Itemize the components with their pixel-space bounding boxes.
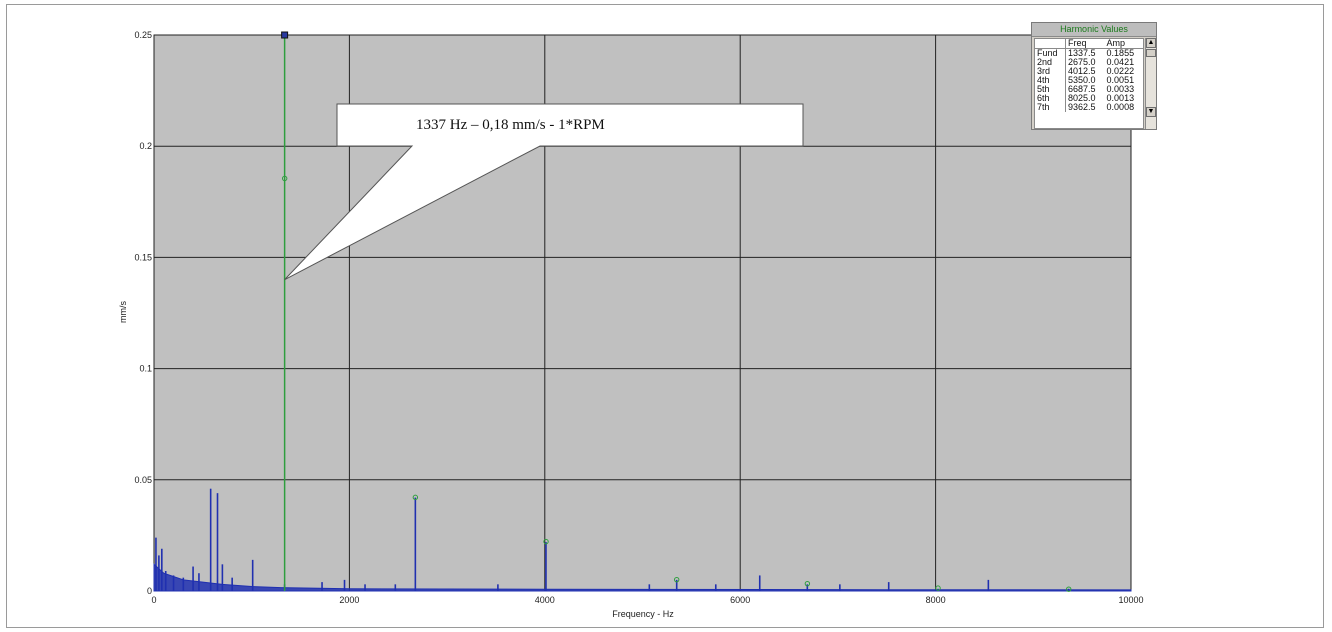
harmonic-cursor[interactable] — [281, 31, 289, 591]
spectrum-series — [153, 488, 1132, 592]
harmonic-amp: 0.0421 — [1106, 57, 1135, 67]
harmonic-table: Freq Amp Fund 1337.5 0.1855 2nd 2675.0 0.0421… — [1035, 39, 1143, 112]
harmonic-row[interactable]: 6th 8025.0 0.0013 — [1035, 94, 1143, 103]
harmonic-row[interactable]: 5th 6687.5 0.0033 — [1035, 85, 1143, 94]
harmonic-amp: 0.0222 — [1106, 66, 1135, 76]
harmonic-marker — [804, 580, 811, 587]
header-label — [1035, 39, 1066, 49]
x-tick-label: 0 — [151, 595, 156, 605]
cursor-handle — [281, 31, 289, 39]
x-axis-title: Frequency - Hz — [612, 609, 674, 619]
harmonic-row[interactable]: 4th 5350.0 0.0051 — [1035, 76, 1143, 85]
scroll-down-arrow-icon[interactable]: ▼ — [1146, 107, 1156, 117]
y-tick-label: 0 — [147, 586, 152, 596]
harmonic-marker — [935, 585, 941, 591]
harmonic-row[interactable]: 2nd 2675.0 0.0421 — [1035, 58, 1143, 67]
header-amp: Amp — [1104, 39, 1143, 49]
x-tick-label: 8000 — [926, 595, 946, 605]
harmonic-freq: 9362.5 — [1068, 102, 1096, 112]
y-tick-label: 0.2 — [139, 141, 152, 151]
harmonic-markers — [281, 175, 1072, 592]
harmonic-amp: 0.1855 — [1106, 48, 1135, 58]
harmonic-label: 5th — [1035, 85, 1066, 94]
harmonic-amp: 0.0051 — [1106, 75, 1135, 85]
harmonic-marker — [281, 175, 288, 182]
harmonic-label: 3rd — [1035, 67, 1066, 76]
harmonic-amp: 0.0033 — [1106, 84, 1135, 94]
y-tick-label: 0.1 — [139, 364, 152, 374]
harmonic-marker — [543, 538, 549, 545]
axis-ticks: 0 2000 4000 6000 8000 10000 0 0.05 0.1 0.15 0.2 0.2… — [134, 30, 1143, 605]
harmonic-label: 6th — [1035, 94, 1066, 103]
harmonic-freq: 2675.0 — [1068, 57, 1096, 67]
y-tick-label: 0.25 — [134, 30, 152, 40]
scroll-thumb[interactable] — [1146, 49, 1156, 57]
harmonic-row[interactable]: 7th 9362.5 0.0008 — [1035, 103, 1143, 112]
y-tick-label: 0.05 — [134, 475, 152, 485]
harmonic-label: 4th — [1035, 76, 1066, 85]
callout: 1337 Hz – 0,18 mm/s - 1*RPM — [284, 103, 804, 281]
x-tick-label: 2000 — [339, 595, 359, 605]
harmonic-freq: 6687.5 — [1068, 84, 1096, 94]
harmonic-label: 2nd — [1035, 58, 1066, 67]
harmonic-row[interactable]: 3rd 4012.5 0.0222 — [1035, 67, 1143, 76]
harmonic-values-panel: Harmonic Values Freq Amp Fund 1337.5 0.185… — [1031, 22, 1157, 130]
harmonic-marker — [412, 494, 419, 501]
harmonic-table-header: Freq Amp — [1035, 39, 1143, 49]
harmonic-scrollbar[interactable]: ▲ ▼ — [1145, 38, 1156, 129]
harmonic-freq: 8025.0 — [1068, 93, 1096, 103]
harmonic-label: Fund — [1035, 48, 1066, 58]
harmonic-freq: 5350.0 — [1068, 75, 1096, 85]
harmonic-label: 7th — [1035, 103, 1066, 112]
harmonic-freq: 4012.5 — [1068, 66, 1096, 76]
x-tick-label: 4000 — [535, 595, 555, 605]
harmonic-amp: 0.0013 — [1106, 93, 1135, 103]
harmonic-marker — [673, 576, 680, 583]
harmonic-panel-title: Harmonic Values — [1032, 23, 1156, 37]
harmonic-table-container: Freq Amp Fund 1337.5 0.1855 2nd 2675.0 0.0421… — [1034, 38, 1144, 129]
x-tick-label: 6000 — [730, 595, 750, 605]
harmonic-marker — [1066, 586, 1072, 592]
scroll-up-arrow-icon[interactable]: ▲ — [1146, 38, 1156, 48]
x-tick-label: 10000 — [1118, 595, 1143, 605]
callout-text: 1337 Hz – 0,18 mm/s - 1*RPM — [416, 117, 605, 133]
harmonic-freq: 1337.5 — [1068, 48, 1096, 58]
header-freq: Freq — [1065, 39, 1105, 49]
y-tick-label: 0.15 — [134, 252, 152, 262]
callout-balloon — [284, 103, 804, 281]
harmonic-amp: 0.0008 — [1106, 102, 1135, 112]
harmonic-row[interactable]: Fund 1337.5 0.1855 — [1035, 48, 1143, 58]
y-axis-title: mm/s — [118, 301, 128, 323]
spectrum-noise-floor — [153, 563, 1132, 592]
